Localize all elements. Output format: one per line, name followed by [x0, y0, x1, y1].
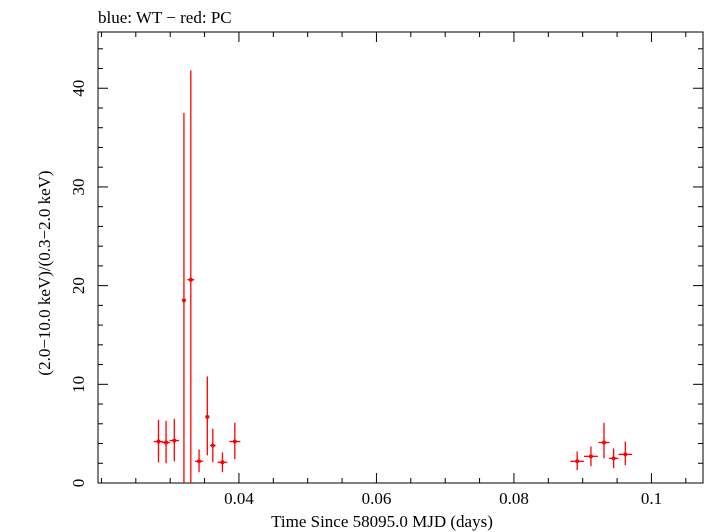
y-axis: 0 10 20 30 40 [69, 48, 703, 488]
data-marker [232, 439, 237, 444]
data-point [210, 428, 216, 463]
data-marker [602, 440, 606, 445]
x-tick-label: 0.04 [224, 489, 254, 508]
data-marker [588, 454, 593, 459]
data-marker [172, 438, 177, 443]
data-point [570, 451, 585, 471]
data-point [153, 419, 164, 463]
data-marker [205, 414, 210, 419]
data-point [217, 452, 228, 473]
x-tick-label: 0.06 [362, 489, 392, 508]
data-marker [181, 298, 186, 303]
y-tick-label: 40 [69, 80, 88, 97]
y-tick-label: 20 [69, 277, 88, 294]
y-tick-label: 0 [69, 479, 88, 488]
data-point [169, 418, 180, 462]
data-point [584, 446, 598, 467]
data-point [608, 448, 619, 469]
data-point [229, 422, 241, 460]
x-tick-label: 0.1 [641, 489, 662, 508]
chart-title: blue: WT − red: PC [98, 8, 232, 27]
data-marker [623, 452, 628, 457]
data-marker [220, 460, 225, 465]
data-marker [611, 456, 616, 461]
data-marker [210, 443, 215, 448]
x-axis: 0.04 0.06 0.08 0.1 [100, 32, 687, 508]
y-tick-label: 30 [69, 178, 88, 195]
x-tick-label: 0.08 [499, 489, 529, 508]
x-axis-label: Time Since 58095.0 MJD (days) [271, 512, 493, 531]
data-point [205, 376, 210, 456]
data-marker [156, 439, 161, 444]
data-point [187, 70, 195, 483]
y-tick-label: 10 [69, 376, 88, 393]
data-point [598, 422, 610, 459]
y-axis-label: (2.0−10.0 keV)/(0.3−2.0 keV) [35, 170, 54, 375]
plot-frame [97, 31, 704, 484]
data-point [181, 112, 186, 483]
data-point [618, 441, 633, 466]
data-point [161, 420, 171, 464]
data-layer [153, 70, 633, 483]
data-marker [575, 459, 580, 464]
data-marker [188, 277, 193, 282]
data-marker [197, 459, 202, 464]
data-marker [164, 440, 169, 445]
data-point [194, 449, 204, 473]
